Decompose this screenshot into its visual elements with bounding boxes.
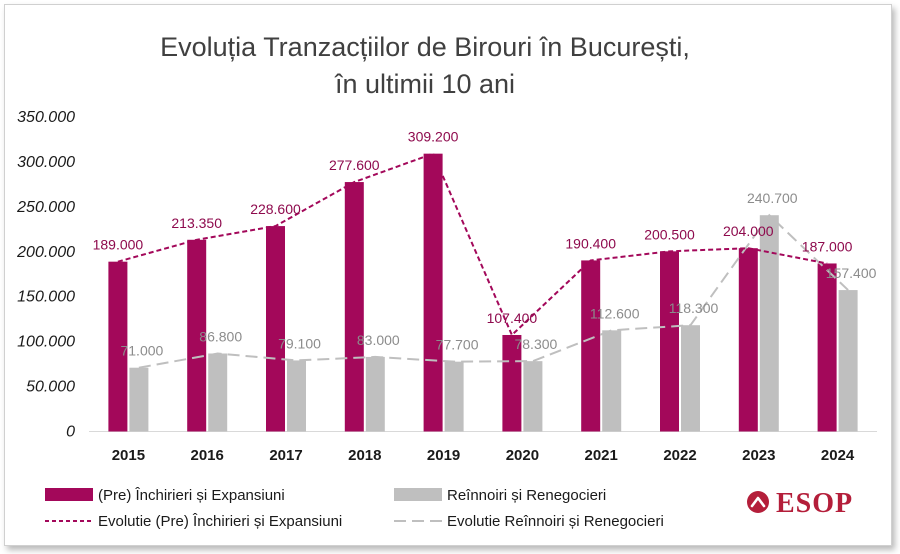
chart-canvas: Evoluția Tranzacțiilor de Birouri în Buc… [16,32,877,530]
data-label-series-a: 228.600 [250,201,301,217]
y-tick-label: 150.000 [17,289,75,306]
legend-label-trend-b: Evolutie Reînnoiri și Renegocieri [447,513,664,530]
y-tick-label: 200.000 [16,244,75,261]
trend-lines-group [117,152,849,369]
y-tick-label: 100.000 [17,334,75,351]
y-tick-label: 50.000 [26,379,75,396]
bars-group [108,153,858,432]
bar-series-b [523,361,543,432]
trend-line-series-b [138,213,849,369]
legend-swatch-series-a [45,488,93,501]
x-tick-label: 2017 [269,447,302,464]
data-label-series-a: 277.600 [329,157,380,173]
data-label-series-b: 71.000 [120,343,163,359]
legend-label-series-b: Reînnoiri și Renegocieri [447,487,606,504]
data-label-series-a: 190.400 [565,235,616,251]
x-tick-label: 2021 [585,447,618,464]
data-label-series-b: 83.000 [357,332,400,348]
logo-circle-icon [747,491,769,513]
bar-series-a [502,334,522,432]
bar-series-b [681,325,700,432]
data-label-series-a: 187.000 [802,238,853,254]
x-tick-label: 2016 [191,447,224,464]
bar-series-b [444,361,464,432]
data-label-series-a: 309.200 [408,129,459,145]
x-tick-label: 2023 [742,447,775,464]
y-tick-label: 250.000 [16,199,75,216]
bar-series-a [660,251,679,432]
chart-title-line-1: Evoluția Tranzacțiilor de Birouri în Buc… [160,32,690,62]
bar-series-b [602,330,622,432]
bar-series-a [108,261,128,432]
data-labels-group: 189.000 71.000 213.350 86.800 228.600 79.100 2… [93,129,877,359]
bar-series-a [738,248,758,432]
bar-series-a [344,182,364,432]
data-label-series-b: 118.300 [669,300,719,316]
data-label-series-b: 157.400 [826,265,877,281]
bar-series-a [266,226,285,432]
y-tick-label: 300.000 [17,154,75,171]
logo-chevron-icon [750,496,766,508]
bar-series-a [581,260,601,432]
chart-title-line-2: în ultimii 10 ani [334,69,515,99]
bar-series-b [287,360,306,432]
legend-label-series-a: (Pre) Închirieri și Expansiuni [98,487,285,504]
data-label-series-b: 112.600 [590,305,640,321]
bar-series-b [129,367,149,432]
data-label-series-b: 79.100 [278,335,321,351]
trend-line-series-a [117,152,828,337]
esop-logo: ESOP [747,488,853,519]
data-label-series-a: 189.000 [93,237,144,253]
bar-series-a [817,263,837,432]
bar-series-b [208,353,228,432]
bar-series-a [187,239,207,432]
bar-series-b [759,215,779,432]
data-label-series-a: 107.400 [487,310,538,326]
legend: (Pre) Închirieri și Expansiuni Reînnoiri… [45,487,664,530]
y-tick-label: 350.000 [17,109,75,126]
x-tick-label: 2024 [821,447,855,464]
data-label-series-a: 204.000 [723,223,774,239]
data-label-series-b: 78.300 [514,336,557,352]
legend-label-trend-a: Evolutie (Pre) Închirieri și Expansiuni [98,513,342,530]
data-label-series-b: 240.700 [747,190,798,206]
y-axis: 0 50.000 100.000 150.000 200.000 250.000 300.0… [16,109,75,441]
x-tick-label: 2015 [112,447,145,464]
data-label-series-b: 86.800 [199,329,242,345]
bar-series-a [423,153,443,432]
chart-frame: Evoluția Tranzacțiilor de Birouri în Buc… [4,4,892,546]
x-tick-label: 2018 [348,447,381,464]
data-label-series-b: 77.700 [436,337,479,353]
data-label-series-a: 200.500 [644,226,695,242]
x-tick-label: 2022 [663,447,696,464]
bar-series-b [838,290,858,432]
y-tick-label: 0 [66,424,75,441]
logo-text: ESOP [776,488,853,519]
bar-series-b [365,356,385,432]
x-tick-label: 2019 [427,447,460,464]
data-label-series-a: 213.350 [171,215,222,231]
legend-swatch-series-b [394,488,442,501]
x-axis: 2015 2016 2017 2018 2019 2020 2021 2022 2023 2024 [112,447,855,464]
x-tick-label: 2020 [506,447,539,464]
